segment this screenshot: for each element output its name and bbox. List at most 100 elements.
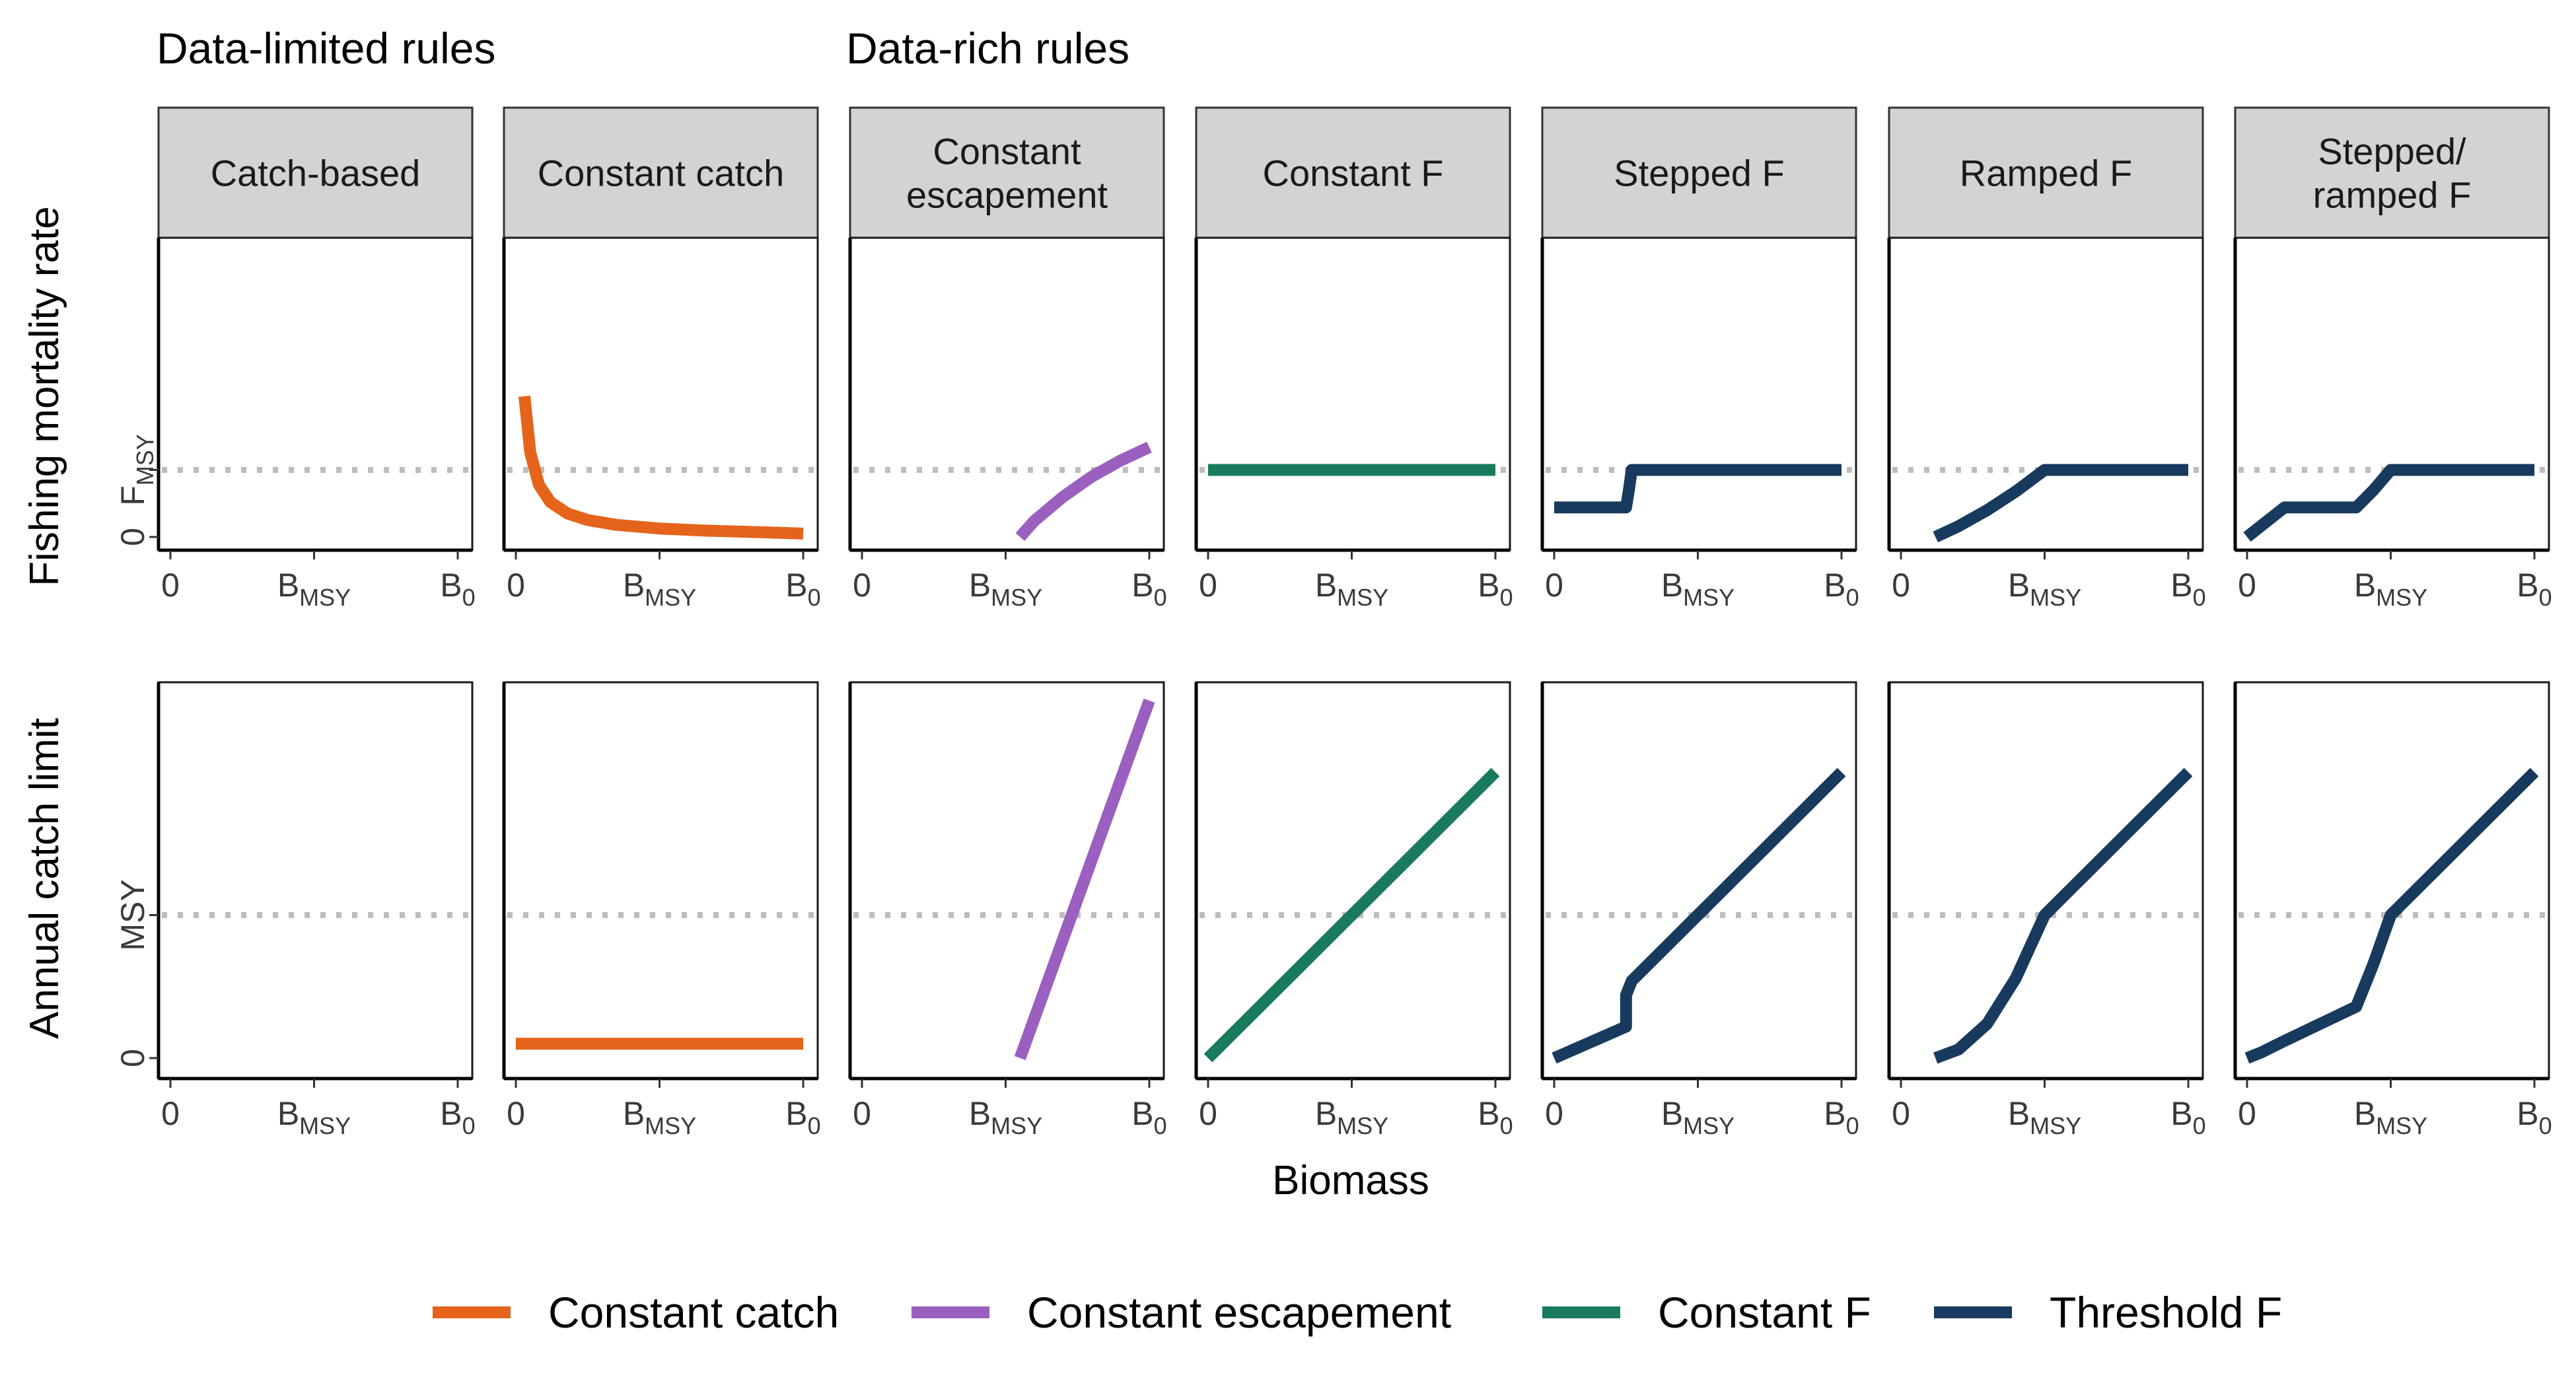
legend: Constant catch Constant escapement Constan… [433,1288,2282,1337]
panel-frame [1888,236,2204,551]
x-axis-title: Biomass [1272,1158,1429,1203]
panel-0: Catch-based 0 BMSY B0 0 FMSY 0 BMSY B0 0 MSY [114,106,476,1139]
x-tick-label: BMSY [2008,567,2081,611]
panel-frame [1195,236,1511,551]
panel-5: Ramped F 0 BMSY B0 0 BMSY B0 [1887,106,2206,1139]
x-tick-label: BMSY [1315,567,1388,611]
series-line-threshold-f [1933,767,2193,1064]
series-line-threshold-f [1554,464,1842,514]
row-title-1: Annual catch limit [22,718,67,1039]
x-tick-label: 0 [1892,567,1910,604]
legend-item-1: Constant escapement [912,1288,1451,1337]
x-tick-label: B0 [2170,567,2205,611]
strip-box [503,106,819,239]
series-line-constant-escapement [1014,698,1155,1061]
strip-label: Constant catch [538,153,785,194]
x-tick-label: BMSY [623,567,696,611]
series-line-constant-f [1203,767,1500,1063]
x-tick-label: 0 [2238,567,2256,604]
x-tick-label: 0 [2238,1095,2256,1132]
group-header-0: Data-limited rules [157,24,496,73]
x-tick-label: BMSY [2354,567,2427,611]
x-tick-label: 0 [1199,1095,1217,1132]
x-tick-label: 0 [853,567,871,604]
y-tick-label: 0 [114,1049,151,1067]
legend-label: Constant catch [548,1288,839,1337]
series-line-constant-escapement [1015,441,1152,541]
strip-label: Ramped F [1960,153,2132,194]
strip-label: Stepped F [1614,153,1784,194]
panel-frame [1541,681,1857,1080]
panel-6: Stepped/ramped F 0 BMSY B0 0 BMSY B0 [2233,106,2552,1139]
x-tick-label: 0 [161,1095,180,1132]
strip-label: escapement [906,174,1108,216]
y-tick-label: FMSY [114,434,159,506]
x-tick-label: BMSY [2008,1095,2081,1139]
strip-label: Catch-based [211,153,421,194]
row-title-0: Fishing mortality rate [22,206,67,586]
x-tick-label: B0 [2517,567,2552,611]
x-tick-label: BMSY [1661,1095,1735,1139]
y-tick-label: 0 [114,528,151,546]
strip-box [849,106,1165,239]
series-line-threshold-f [1933,464,2188,543]
x-tick-label: 0 [507,567,525,604]
panel-3: Constant F 0 BMSY B0 0 BMSY B0 [1194,106,1513,1139]
series-line-threshold-f [2244,767,2539,1064]
x-tick-label: BMSY [969,567,1042,611]
x-tick-label: B0 [2170,1095,2205,1139]
panel-frame [157,681,474,1080]
group-headers: Data-limited rules Data-rich rules [157,24,1129,73]
panel-frame [1888,681,2204,1080]
facet-panels: Catch-based 0 BMSY B0 0 FMSY 0 BMSY B0 0 MSY Consta… [114,106,2552,1139]
x-tick-label: BMSY [2354,1095,2427,1139]
x-tick-label: BMSY [1315,1095,1388,1139]
x-tick-label: B0 [1824,567,1859,611]
x-tick-label: B0 [785,567,820,611]
strip-box [2234,106,2550,239]
panel-frame [503,681,819,1080]
series-line-threshold-f [1552,767,1846,1064]
panel-frame [2234,236,2550,551]
row-titles: Fishing mortality rate Annual catch limit [22,206,67,1039]
x-tick-label: 0 [1892,1095,1910,1132]
panel-frame [157,236,474,551]
legend-label: Threshold F [2050,1288,2282,1337]
strip-box [1541,106,1857,239]
x-tick-label: B0 [1478,1095,1513,1139]
legend-item-2: Constant F [1542,1288,1871,1337]
x-tick-label: BMSY [1661,567,1735,611]
x-tick-label: B0 [785,1095,820,1139]
x-tick-label: 0 [853,1095,871,1132]
strip-label: ramped F [2313,174,2472,216]
strip-box [157,106,474,239]
group-header-1: Data-rich rules [846,24,1129,73]
x-tick-label: 0 [507,1095,525,1132]
legend-label: Constant escapement [1027,1288,1451,1337]
y-tick-label: MSY [114,879,151,950]
legend-item-3: Threshold F [1934,1288,2282,1337]
x-tick-label: B0 [1131,567,1166,611]
strip-label: Stepped/ [2318,131,2466,172]
panel-frame [503,236,819,551]
x-tick-label: BMSY [969,1095,1042,1139]
x-tick-label: 0 [1545,567,1563,604]
x-tick-label: 0 [161,567,180,604]
x-tick-label: BMSY [277,1095,351,1139]
panel-4: Stepped F 0 BMSY B0 0 BMSY B0 [1540,106,1859,1139]
x-tick-label: 0 [1545,1095,1563,1132]
strip-label: Constant F [1263,153,1444,194]
panel-frame [1541,236,1857,551]
legend-label: Constant F [1658,1288,1871,1337]
series-line-threshold-f [2243,464,2534,542]
x-tick-label: B0 [1131,1095,1166,1139]
x-tick-label: BMSY [277,567,351,611]
x-tick-label: 0 [1199,567,1217,604]
x-tick-label: B0 [440,1095,475,1139]
x-tick-label: BMSY [623,1095,696,1139]
x-tick-label: B0 [440,567,475,611]
panel-frame [2234,681,2550,1080]
series-line-constant-catch [519,395,804,540]
panel-1: Constant catch 0 BMSY B0 0 BMSY B0 [502,106,821,1139]
